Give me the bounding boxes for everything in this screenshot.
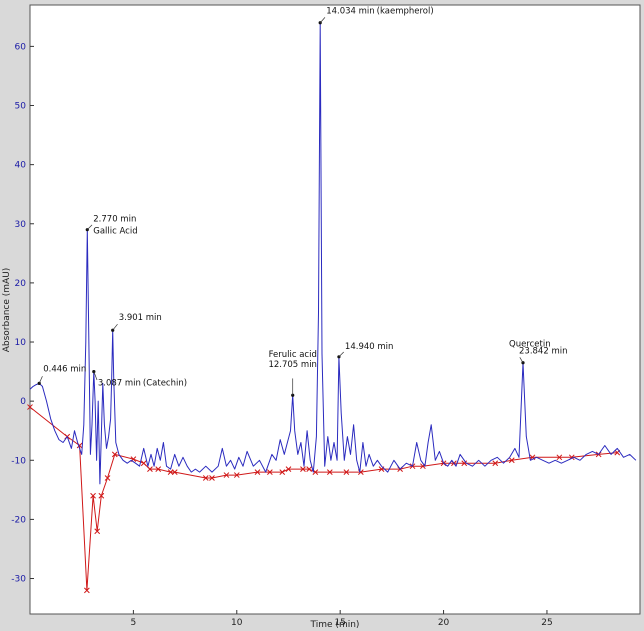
peak-compound-label: Ferulic acid — [269, 350, 317, 360]
y-tick-label: 60 — [15, 42, 27, 52]
baseline-marker — [233, 472, 240, 478]
baseline-marker — [223, 472, 230, 478]
peak-compound-label: (Catechin) — [143, 379, 187, 389]
y-tick-label: 20 — [15, 279, 27, 289]
y-tick-label: 0 — [20, 397, 26, 407]
peak-time-label: 0.446 min — [43, 364, 86, 374]
x-tick-label: 10 — [231, 618, 243, 628]
y-tick-label: -20 — [11, 515, 26, 525]
baseline-marker — [306, 466, 313, 472]
peak-time-label: 23.842 min — [519, 347, 567, 357]
peak-time-label: 3.901 min — [119, 313, 162, 323]
y-tick-label: -30 — [11, 575, 26, 585]
baseline-marker — [155, 466, 162, 472]
y-tick-label: 10 — [15, 338, 27, 348]
peak-leader-line — [38, 376, 43, 384]
peak-leader-line — [338, 351, 344, 358]
baseline-marker — [27, 404, 33, 410]
peak-compound-label: Quercetin — [509, 340, 551, 350]
baseline-marker — [94, 528, 101, 535]
baseline-marker — [140, 460, 147, 467]
baseline-marker — [98, 492, 105, 499]
baseline-marker — [279, 469, 286, 475]
baseline-marker — [326, 469, 333, 475]
peak-leader-line — [319, 17, 326, 23]
peak-time-label: 3.087 min — [98, 379, 141, 389]
baseline-marker — [147, 466, 153, 472]
baseline-marker — [267, 469, 273, 475]
peak-compound-label: (kaempherol) — [377, 7, 434, 17]
baseline-marker — [492, 460, 499, 467]
baseline-marker — [104, 475, 111, 481]
x-tick-label: 15 — [334, 618, 345, 628]
baseline-marker — [171, 469, 178, 475]
baseline-marker — [209, 475, 215, 481]
y-tick-label: 50 — [15, 102, 27, 112]
baseline-marker — [343, 469, 350, 475]
peak-leader-line — [87, 224, 93, 230]
y-tick-label: -10 — [11, 456, 26, 466]
baseline-marker — [300, 466, 306, 472]
peak-leader-line — [519, 357, 524, 363]
x-tick-label: 25 — [541, 618, 552, 628]
baseline-marker — [84, 587, 90, 594]
baseline-marker — [461, 460, 468, 467]
x-tick-label: 20 — [438, 618, 450, 628]
peak-time-label: 14.034 min — [326, 7, 374, 17]
y-tick-label: 30 — [15, 220, 27, 230]
y-tick-label: 40 — [15, 161, 27, 171]
baseline-marker — [111, 451, 118, 458]
x-tick-label: 5 — [131, 618, 137, 628]
baseline-marker — [285, 466, 292, 472]
peak-compound-label: Gallic Acid — [93, 227, 137, 237]
baseline-marker — [167, 469, 174, 475]
peak-time-label: 12.705 min — [268, 360, 316, 370]
baseline-marker — [90, 492, 96, 499]
peak-leader-line — [112, 323, 118, 331]
plot-area — [29, 4, 641, 615]
peak-time-label: 14.940 min — [345, 342, 393, 352]
baseline-marker — [254, 469, 261, 475]
baseline-marker — [202, 475, 209, 481]
peak-marker — [521, 361, 525, 365]
peak-time-label: 2.770 min — [93, 215, 136, 225]
baseline-marker — [420, 463, 426, 470]
x-axis-title: Time (min) — [310, 620, 360, 630]
baseline-marker — [556, 454, 563, 461]
peak-leader-line — [93, 371, 98, 381]
chromatogram-trace — [29, 22, 637, 485]
baseline-marker — [508, 457, 515, 464]
y-axis-title: Absorbance (mAU) — [2, 268, 12, 353]
